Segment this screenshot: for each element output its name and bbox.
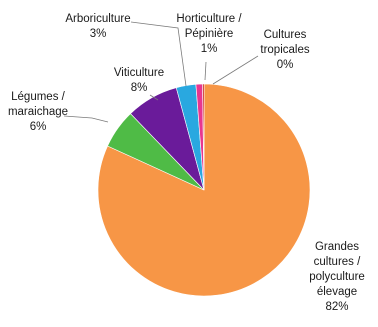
slice-name-line-4-0: Horticulture /: [176, 13, 242, 25]
slice-name-line-4-1: Pépinière: [185, 28, 234, 40]
leader-line-1: [63, 115, 109, 123]
leader-line-2: [149, 94, 159, 101]
slice-value-label-3: 3%: [90, 28, 107, 40]
slice-name-line-0-3: élevage: [317, 286, 357, 298]
slice-name-line-1-0: Légumes /: [11, 91, 66, 103]
slice-name-line-0-2: polyculture: [309, 271, 365, 283]
leader-lines: [63, 21, 259, 123]
slice-name-line-0-0: Grandes: [315, 241, 359, 253]
slice-value-label-5: 0%: [277, 59, 294, 71]
leader-line-3: [130, 21, 187, 87]
slice-name-line-3-0: Arboriculture: [65, 13, 130, 25]
slice-value-label-0: 82%: [325, 301, 348, 313]
slice-name-line-2-0: Viticulture: [114, 67, 164, 79]
slice-label-0: Grandes cultures / polyculture élevage 82%: [309, 241, 365, 313]
slice-value-label-1: 6%: [30, 121, 47, 133]
slice-value-label-2: 8%: [131, 82, 148, 94]
slice-label-4: Horticulture / Pépinière 1%: [176, 13, 242, 55]
slice-label-1: Légumes / maraichage 6%: [8, 91, 68, 133]
slice-label-2: Viticulture 8%: [114, 67, 164, 94]
slice-labels: Grandes cultures / polyculture élevage 82% Lé…: [8, 13, 365, 313]
slice-name-line-5-1: tropicales: [260, 44, 309, 56]
slice-name-line-0-1: cultures /: [314, 256, 361, 268]
pie-slice-5: [202, 83, 205, 191]
slice-label-3: Arboriculture 3%: [65, 13, 130, 40]
slice-name-line-5-0: Cultures: [264, 29, 307, 41]
pie-slices: [97, 83, 311, 297]
leader-line-5: [212, 55, 259, 85]
slice-label-5: Cultures tropicales 0%: [260, 29, 309, 71]
slice-value-label-4: 1%: [201, 43, 218, 55]
leader-line-4: [204, 61, 207, 81]
slice-name-line-1-1: maraichage: [8, 106, 68, 118]
